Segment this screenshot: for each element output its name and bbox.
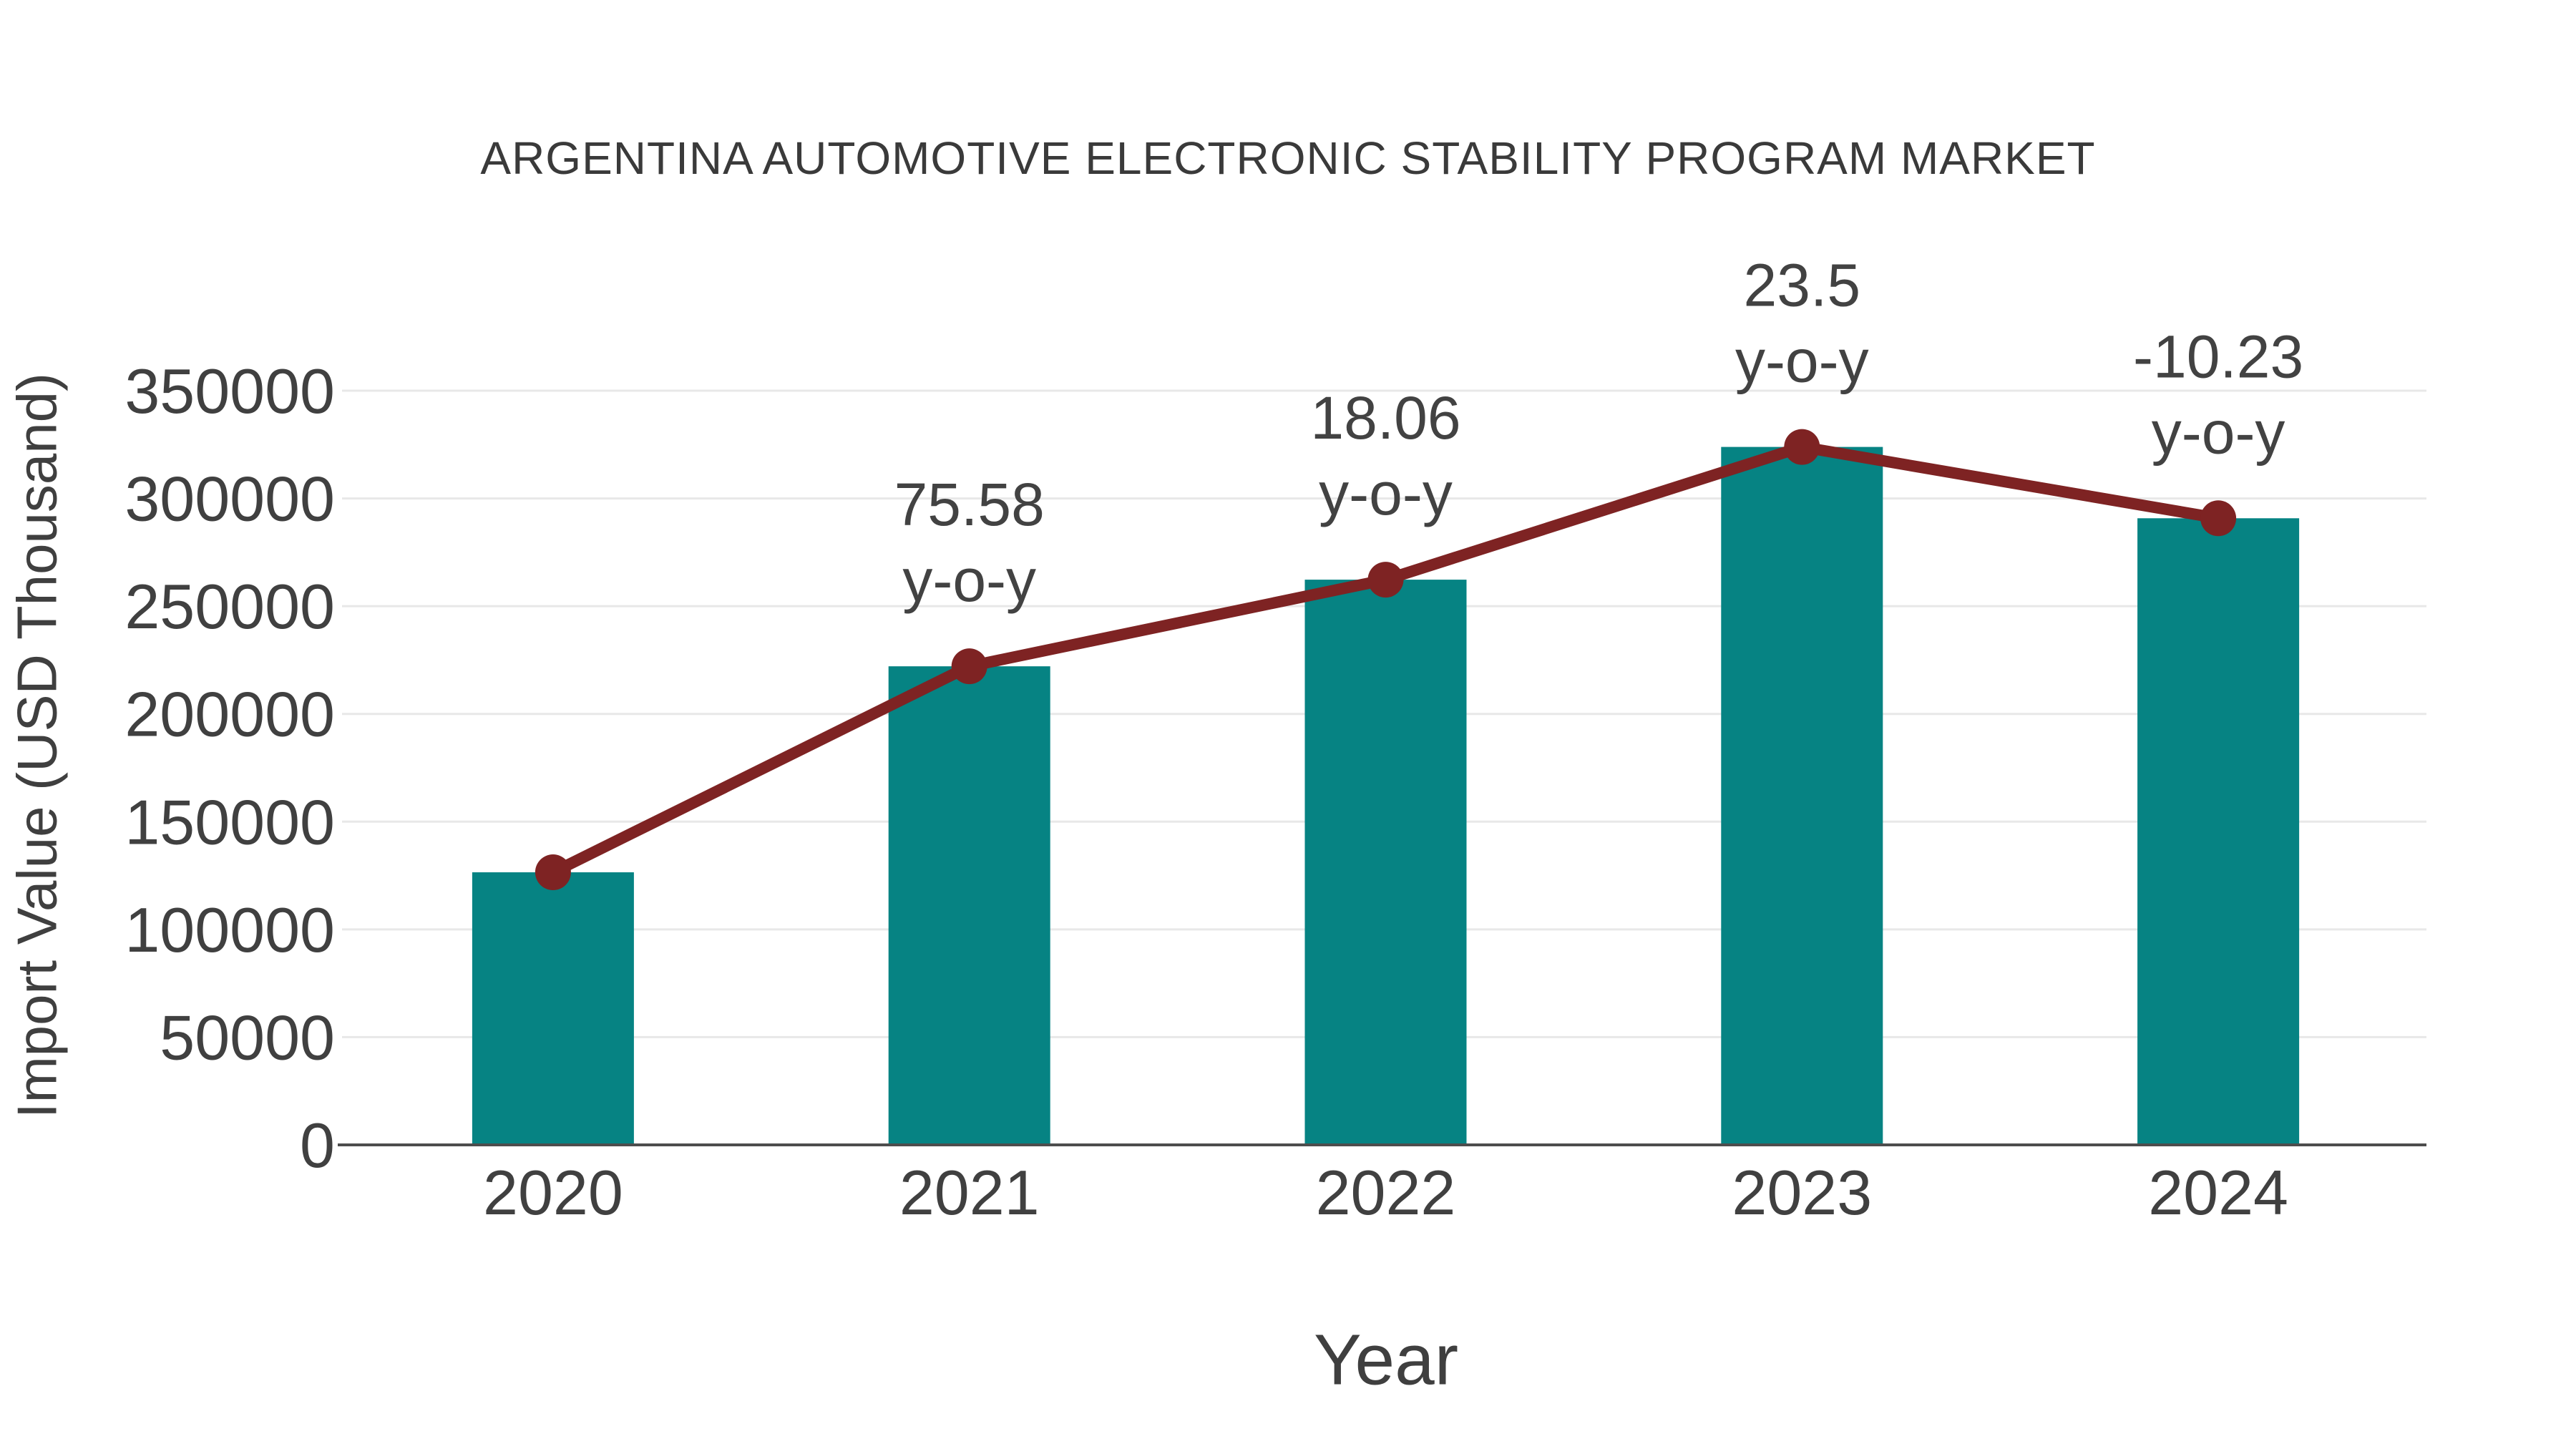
y-tick-label: 350000 (125, 356, 335, 426)
y-tick-label: 150000 (125, 786, 335, 857)
y-tick-label: 100000 (125, 894, 335, 965)
y-tick-label: 0 (300, 1110, 335, 1181)
bar-2022 (1304, 580, 1467, 1145)
marker-2024 (2200, 500, 2237, 537)
yoy-value-2024: -10.23 (2133, 323, 2303, 390)
yoy-suffix-2024: y-o-y (2152, 399, 2285, 466)
y-tick-label: 200000 (125, 679, 335, 750)
chart-title: ARGENTINA AUTOMOTIVE ELECTRONIC STABILIT… (480, 132, 2096, 184)
yoy-suffix-2023: y-o-y (1735, 328, 1869, 395)
bar-2023 (1721, 447, 1883, 1145)
marker-2021 (951, 648, 987, 685)
x-tick-label: 2021 (899, 1157, 1040, 1228)
bar-2024 (2137, 518, 2300, 1145)
yoy-suffix-2022: y-o-y (1319, 460, 1453, 527)
yoy-value-2022: 18.06 (1310, 384, 1460, 452)
x-tick-label: 2020 (483, 1157, 623, 1228)
y-tick-label: 250000 (125, 571, 335, 642)
bar-2021 (888, 666, 1050, 1145)
bar-2020 (472, 872, 634, 1145)
y-tick-label: 50000 (160, 1002, 335, 1073)
x-tick-label: 2024 (2148, 1157, 2288, 1228)
x-tick-label: 2023 (1732, 1157, 1872, 1228)
marker-2022 (1367, 562, 1404, 598)
x-tick-label: 2022 (1316, 1157, 1456, 1228)
yoy-value-2023: 23.5 (1744, 252, 1861, 319)
yoy-value-2021: 75.58 (894, 471, 1045, 538)
yoy-suffix-2021: y-o-y (902, 547, 1036, 614)
x-axis-title: Year (1313, 1319, 1459, 1400)
y-tick-label: 300000 (125, 464, 335, 535)
marker-2020 (535, 854, 571, 891)
marker-2023 (1784, 429, 1820, 465)
